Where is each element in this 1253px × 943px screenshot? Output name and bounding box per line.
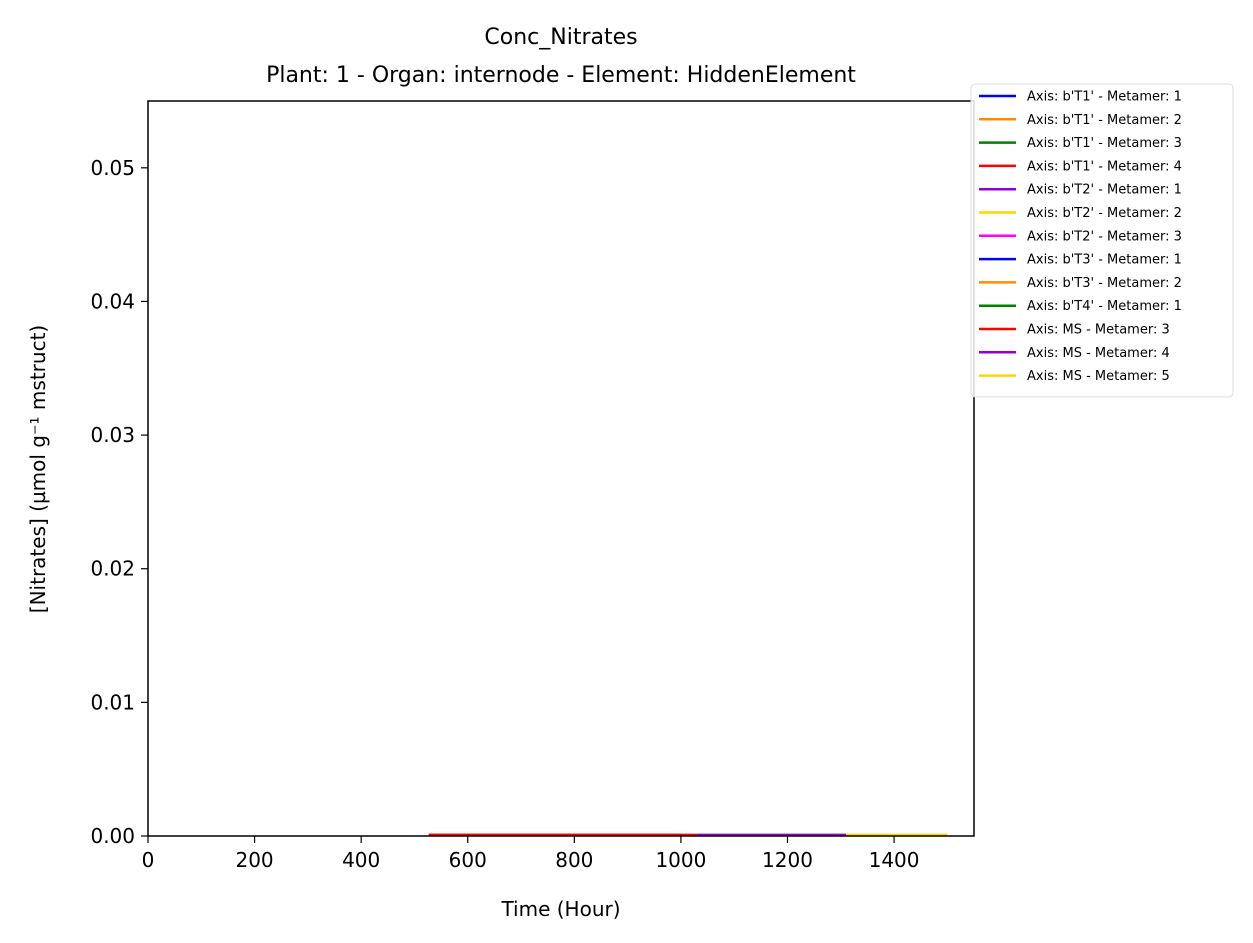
y-tick-label: 0.04 bbox=[90, 289, 135, 313]
legend-label: Axis: b'T2' - Metamer: 2 bbox=[1027, 206, 1182, 221]
axes-frame bbox=[147, 100, 975, 837]
legend-label: Axis: MS - Metamer: 3 bbox=[1027, 323, 1170, 338]
x-axis-label: Time (Hour) bbox=[500, 897, 620, 921]
x-tick-label: 1000 bbox=[655, 848, 706, 872]
legend-label: Axis: b'T3' - Metamer: 1 bbox=[1027, 253, 1182, 268]
y-tick-label: 0.01 bbox=[90, 690, 135, 714]
chart-subtitle: Plant: 1 - Organ: internode - Element: H… bbox=[266, 63, 856, 88]
y-axis-label: [Nitrates] (µmol g⁻¹ mstruct) bbox=[26, 325, 50, 613]
legend-label: Axis: MS - Metamer: 5 bbox=[1027, 369, 1170, 384]
y-axis: 0.00 0.01 0.02 0.03 0.04 0.05 bbox=[90, 156, 148, 848]
y-tick-label: 0.02 bbox=[90, 557, 135, 581]
legend-label: Axis: b'T1' - Metamer: 2 bbox=[1027, 113, 1182, 128]
x-tick-label: 800 bbox=[555, 848, 593, 872]
x-tick-label: 600 bbox=[449, 848, 487, 872]
chart-title: Conc_Nitrates bbox=[484, 25, 637, 50]
x-tick-label: 0 bbox=[142, 848, 155, 872]
legend-label: Axis: b'T1' - Metamer: 1 bbox=[1027, 90, 1182, 105]
legend-label: Axis: b'T4' - Metamer: 1 bbox=[1027, 299, 1182, 314]
y-tick-label: 0.00 bbox=[90, 824, 135, 848]
x-tick-label: 1200 bbox=[762, 848, 813, 872]
legend-label: Axis: b'T3' - Metamer: 2 bbox=[1027, 276, 1182, 291]
legend-label: Axis: b'T2' - Metamer: 1 bbox=[1027, 183, 1182, 198]
legend-box bbox=[970, 83, 1234, 398]
legend: Axis: b'T1' - Metamer: 1 Axis: b'T1' - Me… bbox=[970, 83, 1234, 398]
x-tick-label: 200 bbox=[235, 848, 273, 872]
legend-label: Axis: MS - Metamer: 4 bbox=[1027, 346, 1170, 361]
x-axis: 0 200 400 600 800 1000 1200 1400 bbox=[142, 836, 920, 872]
x-tick-label: 400 bbox=[342, 848, 380, 872]
y-tick-label: 0.03 bbox=[90, 423, 135, 447]
legend-label: Axis: b'T1' - Metamer: 3 bbox=[1027, 136, 1182, 151]
y-tick-label: 0.05 bbox=[90, 156, 135, 180]
x-tick-label: 1400 bbox=[869, 848, 920, 872]
legend-label: Axis: b'T2' - Metamer: 3 bbox=[1027, 229, 1182, 244]
legend-label: Axis: b'T1' - Metamer: 4 bbox=[1027, 159, 1182, 174]
